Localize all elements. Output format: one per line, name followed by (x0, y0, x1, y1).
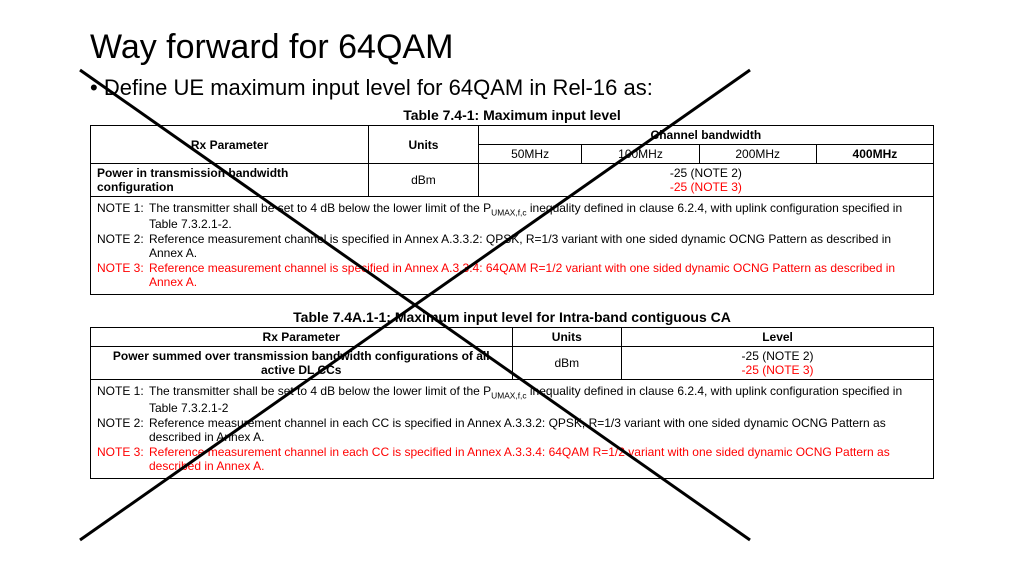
slide: Way forward for 64QAM Define UE maximum … (0, 0, 1024, 479)
t1-n2: Reference measurement channel is specifi… (149, 232, 927, 260)
t1-h-rx: Rx Parameter (91, 126, 369, 164)
t2-h-rx: Rx Parameter (91, 328, 513, 347)
table1-caption: Table 7.4-1: Maximum input level (90, 107, 934, 123)
t2-val2: -25 (NOTE 3) (623, 363, 932, 377)
t2-h-units: Units (512, 328, 622, 347)
bullet-line: Define UE maximum input level for 64QAM … (90, 75, 934, 101)
t1-h-units: Units (369, 126, 479, 164)
t2-n1-lbl: NOTE 1: (97, 384, 149, 414)
t1-h-cb: Channel bandwidth (478, 126, 933, 145)
t2-n2-lbl: NOTE 2: (97, 416, 149, 444)
t1-cb3: 400MHz (816, 145, 933, 164)
t1-units: dBm (369, 164, 479, 197)
t1-n3-lbl: NOTE 3: (97, 261, 149, 289)
t1-values: -25 (NOTE 2) -25 (NOTE 3) (478, 164, 933, 197)
t2-notes: NOTE 1: The transmitter shall be set to … (90, 380, 934, 478)
t1-param: Power in transmission bandwidth configur… (91, 164, 369, 197)
t2-param: Power summed over transmission bandwidth… (91, 347, 513, 380)
t1-val1: -25 (NOTE 2) (480, 166, 932, 180)
t2-n3-lbl: NOTE 3: (97, 445, 149, 473)
t1-cb1: 100MHz (582, 145, 699, 164)
table2-caption: Table 7.4A.1-1: Maximum input level for … (90, 309, 934, 325)
table2: Rx Parameter Units Level Power summed ov… (90, 327, 934, 380)
t2-val1: -25 (NOTE 2) (623, 349, 932, 363)
t1-n1-lbl: NOTE 1: (97, 201, 149, 231)
t1-n2-lbl: NOTE 2: (97, 232, 149, 260)
t1-n3: Reference measurement channel is specifi… (149, 261, 927, 289)
t1-cb2: 200MHz (699, 145, 816, 164)
t1-cb0: 50MHz (478, 145, 582, 164)
t2-h-level: Level (622, 328, 934, 347)
t2-values: -25 (NOTE 2) -25 (NOTE 3) (622, 347, 934, 380)
t2-n1: The transmitter shall be set to 4 dB bel… (149, 384, 927, 414)
t2-n2: Reference measurement channel in each CC… (149, 416, 927, 444)
t1-val2: -25 (NOTE 3) (480, 180, 932, 194)
page-title: Way forward for 64QAM (90, 28, 934, 67)
table1: Rx Parameter Units Channel bandwidth 50M… (90, 125, 934, 197)
t1-notes: NOTE 1: The transmitter shall be set to … (90, 197, 934, 295)
t1-n1: The transmitter shall be set to 4 dB bel… (149, 201, 927, 231)
t2-units: dBm (512, 347, 622, 380)
t2-n3: Reference measurement channel in each CC… (149, 445, 927, 473)
